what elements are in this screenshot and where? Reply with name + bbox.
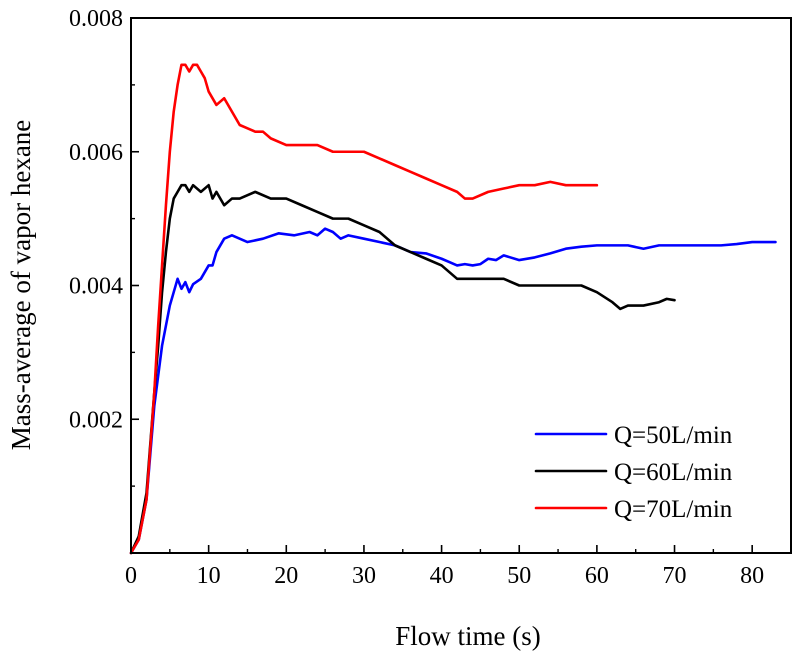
series-line-3	[129, 63, 599, 555]
x-tick-label: 60	[585, 563, 609, 589]
series-line-2	[129, 183, 676, 555]
series-layer	[129, 63, 777, 555]
legend-label-3: Q=70L/min	[614, 496, 733, 523]
y-tick-label: 0.006	[69, 140, 123, 166]
legend-label-1: Q=50L/min	[614, 422, 733, 449]
tick-label-layer: 0 10 20 30 40 50 60 70 80 0.002 0.004 0.006 0.008	[69, 6, 764, 589]
x-tick-label: 10	[197, 563, 221, 589]
x-tick-label: 30	[352, 563, 376, 589]
y-tick-label: 0.004	[69, 274, 123, 300]
x-tick-label: 80	[740, 563, 764, 589]
y-tick-label: 0.002	[69, 407, 123, 433]
x-axis-title: Flow time (s)	[395, 621, 541, 651]
x-tick-label: 70	[663, 563, 687, 589]
legend-label-2: Q=60L/min	[614, 459, 733, 486]
y-axis-title: Mass-average of vapor hexane	[6, 120, 36, 451]
x-tick-label: 50	[507, 563, 531, 589]
x-tick-label: 40	[430, 563, 454, 589]
y-tick-label: 0.008	[69, 6, 123, 32]
axis-layer	[130, 17, 792, 554]
x-tick-label: 0	[125, 563, 137, 589]
legend: Q=50L/min Q=60L/min Q=70L/min	[534, 422, 733, 523]
x-tick-label: 20	[274, 563, 298, 589]
